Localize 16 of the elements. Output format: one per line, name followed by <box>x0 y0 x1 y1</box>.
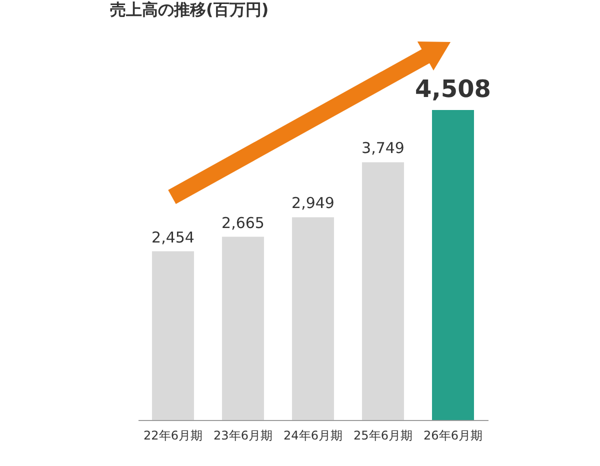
x-tick-label: 25年6月期 <box>354 428 412 442</box>
x-tick-label: 24年6月期 <box>284 428 342 442</box>
data-label: 2,454 <box>152 228 194 246</box>
x-tick-label: 23年6月期 <box>214 428 272 442</box>
chart-title: 売上高の推移(百万円) <box>110 0 269 19</box>
bar <box>222 236 264 420</box>
x-tick-label: 22年6月期 <box>144 428 202 442</box>
bar <box>432 110 474 420</box>
data-label: 4,508 <box>415 75 491 104</box>
data-label: 3,749 <box>362 139 404 158</box>
data-label: 2,949 <box>292 194 334 212</box>
bar <box>292 217 334 420</box>
bar <box>362 162 404 420</box>
x-tick-label: 26年6月期 <box>424 428 482 442</box>
data-label: 2,665 <box>222 214 264 232</box>
bar <box>152 251 194 420</box>
